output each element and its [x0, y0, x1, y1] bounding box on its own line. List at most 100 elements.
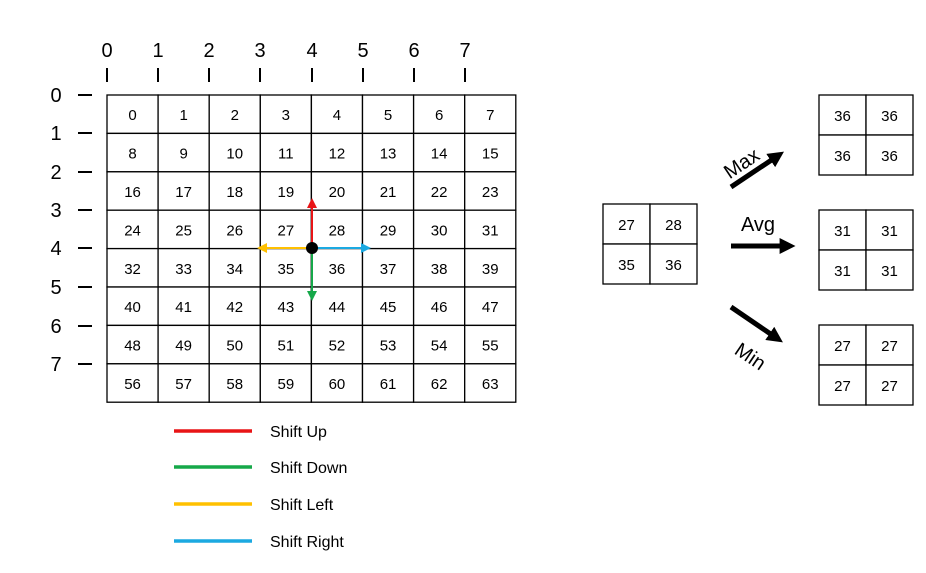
row-index-label: 6	[50, 316, 61, 338]
column-index-label: 0	[101, 40, 112, 62]
row-index-label: 7	[50, 354, 61, 376]
column-index-label: 5	[357, 40, 368, 62]
grid-cell-value: 30	[431, 222, 448, 239]
grid-cell	[412, 132, 466, 173]
grid-cell-value: 7	[486, 107, 494, 124]
min-arrow	[729, 304, 783, 343]
result-grids: 36 36 36 36 31 31 31 31 27 27 27 27	[818, 94, 914, 406]
grid-cell	[208, 324, 261, 365]
grid-cell-value: 42	[226, 299, 243, 316]
grid-cell-value: 12	[329, 146, 346, 163]
grid-cell-value: 31	[482, 222, 499, 239]
grid-cell-value: 61	[380, 376, 397, 393]
grid-cell	[464, 363, 517, 403]
max-arrow	[729, 151, 784, 190]
grid-cell-value: 3	[282, 107, 290, 124]
grid-cell-value: 54	[431, 338, 448, 355]
grid-cell	[259, 247, 313, 288]
grid-cell-value: 44	[329, 299, 346, 316]
grid-cell	[464, 286, 517, 327]
grid-cell-value: 5	[384, 107, 392, 124]
row-index-label: 3	[50, 200, 61, 222]
grid-cell	[464, 247, 517, 288]
min-result-grid-value: 27	[881, 378, 898, 395]
grid-cell	[412, 286, 466, 327]
min-result-grid-value: 27	[834, 338, 851, 355]
legend-label: Shift Down	[270, 460, 347, 477]
grid-cell-value: 57	[175, 376, 192, 393]
grid-cell	[412, 94, 466, 135]
legend-label: Shift Left	[270, 497, 334, 514]
grid-cell-value: 59	[278, 376, 295, 393]
min-result-grid-value: 27	[881, 338, 898, 355]
grid-cell-value: 58	[226, 376, 243, 393]
grid-cell	[259, 363, 313, 403]
grid-cell	[106, 132, 159, 173]
column-index-label: 3	[254, 40, 265, 62]
grid-cell	[259, 171, 313, 211]
left-axis: 0 1 2 3 4 5 6 7	[50, 85, 92, 376]
grid-cell-value: 43	[278, 299, 295, 316]
grid-cell	[259, 132, 313, 173]
grid-cell-value: 52	[329, 338, 346, 355]
grid-cell	[310, 286, 364, 327]
avg-result-grid-value: 31	[881, 223, 898, 240]
row-index-label: 2	[50, 162, 61, 184]
window-grid-value: 35	[618, 257, 635, 274]
grid-cell	[208, 209, 261, 250]
grid-cell-value: 21	[380, 184, 397, 201]
grid-cell	[464, 132, 517, 173]
max-result-grid-cell	[865, 134, 914, 176]
max-result-grid-value: 36	[834, 148, 851, 165]
avg-result-grid: 31 31 31 31	[818, 209, 914, 291]
window-grid-cell	[649, 243, 698, 285]
window-grid-cell	[602, 203, 651, 245]
grid-cell	[157, 363, 210, 403]
max-result-grid-value: 36	[881, 108, 898, 125]
window-grid-cell	[649, 203, 698, 245]
grid-cell	[208, 363, 261, 403]
grid-cell-value: 45	[380, 299, 397, 316]
row-index-label: 1	[50, 123, 61, 145]
grid-cell-value: 49	[175, 338, 192, 355]
grid-cell-value: 4	[333, 107, 341, 124]
grid-cell-value: 19	[278, 184, 295, 201]
grid-cell-value: 33	[175, 261, 192, 278]
grid-cell	[106, 363, 159, 403]
shift-arrows	[257, 198, 371, 301]
center-point	[306, 242, 318, 254]
row-index-label: 4	[50, 238, 61, 260]
min-result-grid-cell	[865, 364, 914, 406]
grid-cell-value: 13	[380, 146, 397, 163]
min-result-grid-cell	[865, 324, 914, 366]
window-grid-value: 28	[665, 217, 682, 234]
grid-cell	[412, 363, 466, 403]
grid-cell	[464, 171, 517, 211]
avg-result-grid-value: 31	[834, 263, 851, 280]
grid-cell-value: 38	[431, 261, 448, 278]
grid-cell	[310, 363, 364, 403]
grid-cell	[259, 324, 313, 365]
avg-result-grid-value: 31	[834, 223, 851, 240]
column-index-label: 1	[152, 40, 163, 62]
grid-cell-value: 46	[431, 299, 448, 316]
grid-cell	[208, 247, 261, 288]
grid-cell-value: 29	[380, 222, 397, 239]
grid-cell-value: 36	[329, 261, 346, 278]
grid-cell-value: 22	[431, 184, 448, 201]
legend-label: Shift Up	[270, 424, 327, 441]
min-result-grid-value: 27	[834, 378, 851, 395]
max-result-grid-cell	[818, 94, 867, 136]
grid-cell	[412, 324, 466, 365]
row-index-label: 5	[50, 277, 61, 299]
grid-cell-value: 32	[124, 261, 141, 278]
grid-cell-value: 60	[329, 376, 346, 393]
grid-cell	[310, 132, 364, 173]
grid-cell-value: 47	[482, 299, 499, 316]
min-label: Min	[730, 339, 769, 375]
max-result-grid-cell	[818, 134, 867, 176]
column-index-label: 7	[459, 40, 470, 62]
window-grid: 27 28 35 36	[602, 203, 698, 285]
